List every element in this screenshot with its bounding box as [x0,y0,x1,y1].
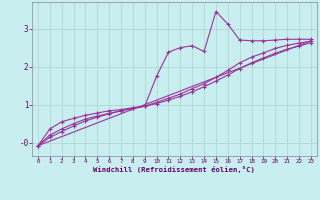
X-axis label: Windchill (Refroidissement éolien,°C): Windchill (Refroidissement éolien,°C) [93,166,255,173]
